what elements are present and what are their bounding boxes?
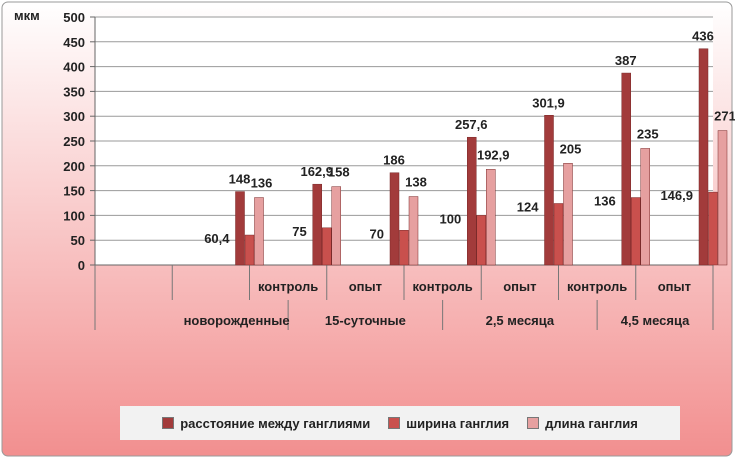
data-label: 186 <box>383 153 405 168</box>
subcategory-label: контроль <box>258 279 318 294</box>
group-label: 4,5 месяца <box>621 313 690 328</box>
bar <box>544 115 554 266</box>
bar <box>331 186 341 266</box>
y-tick-label: 250 <box>63 134 85 149</box>
legend-label-length: длина ганглия <box>545 415 638 431</box>
gridlines <box>95 16 713 266</box>
data-label: 205 <box>560 141 582 156</box>
bar <box>408 196 419 266</box>
bar <box>476 215 486 266</box>
axes: 0 50 100 150 200 250 300 350 400 450 500 контроль оп… <box>63 10 714 330</box>
bars <box>235 48 728 266</box>
y-tick-label: 150 <box>63 184 85 199</box>
legend-swatch-distance <box>162 417 175 429</box>
data-labels: 148 162,9 186 257,6 301,9 387 436 60,4 75 70 100 12… <box>204 29 735 246</box>
data-label: 146,9 <box>660 188 693 203</box>
subcategory-label: опыт <box>658 279 691 294</box>
data-label: 158 <box>328 165 350 180</box>
subcategory-label: контроль <box>567 279 627 294</box>
bar <box>254 197 264 266</box>
y-tick-label: 50 <box>71 233 85 248</box>
legend-item-length: длина ганглия <box>527 416 638 431</box>
data-label: 235 <box>637 126 659 141</box>
y-tick-label: 200 <box>63 159 85 174</box>
subcategory-label: опыт <box>503 279 536 294</box>
bar <box>235 191 245 266</box>
legend: расстояние между ганглиями ширина гангли… <box>120 406 680 440</box>
bar <box>389 172 400 266</box>
bar <box>563 163 573 266</box>
bar <box>698 48 709 266</box>
data-label: 257,6 <box>455 117 488 132</box>
group-label: новорожденные <box>184 313 290 328</box>
bar <box>640 148 650 266</box>
data-label: 301,9 <box>532 95 565 110</box>
y-unit-label: мкм <box>14 8 40 23</box>
y-tick-label: 400 <box>63 60 85 75</box>
legend-item-distance: расстояние между ганглиями <box>162 416 370 431</box>
data-label: 100 <box>440 211 462 226</box>
bar <box>399 230 409 266</box>
subcategory-label: контроль <box>412 279 472 294</box>
data-label: 387 <box>615 53 637 68</box>
data-label: 75 <box>292 224 306 239</box>
bar <box>553 203 564 266</box>
group-label: 2,5 месяца <box>486 313 555 328</box>
bar <box>717 130 728 266</box>
legend-swatch-width <box>388 417 401 429</box>
data-label: 148 <box>229 172 251 187</box>
y-tick-label: 100 <box>63 208 85 223</box>
bar <box>708 191 718 266</box>
group-label: 15-суточные <box>325 313 406 328</box>
data-label: 60,4 <box>204 231 230 246</box>
data-label: 192,9 <box>477 147 510 162</box>
bar <box>621 72 631 266</box>
data-label: 124 <box>517 199 539 214</box>
data-label: 136 <box>594 194 616 209</box>
legend-label-distance: расстояние между ганглиями <box>180 415 371 431</box>
subcategory-label: опыт <box>349 279 382 294</box>
bar <box>631 197 641 266</box>
y-tick-label: 450 <box>63 35 85 50</box>
data-label: 162,9 <box>300 164 333 179</box>
y-tick-label: 500 <box>63 10 85 25</box>
data-label: 436 <box>692 29 714 44</box>
bar <box>486 169 496 266</box>
bar <box>312 183 322 266</box>
y-tick-label: 350 <box>63 84 85 99</box>
legend-item-width: ширина ганглия <box>388 416 509 431</box>
legend-swatch-length <box>527 417 540 429</box>
data-label: 70 <box>370 226 384 241</box>
bar <box>244 234 255 266</box>
bar <box>322 227 332 266</box>
data-label: 136 <box>251 176 273 191</box>
bar <box>467 136 477 266</box>
data-label: 138 <box>405 175 427 190</box>
data-label: 271 <box>714 109 735 124</box>
y-tick-label: 0 <box>78 258 85 273</box>
legend-label-width: ширина ганглия <box>406 415 510 431</box>
y-tick-label: 300 <box>63 109 85 124</box>
